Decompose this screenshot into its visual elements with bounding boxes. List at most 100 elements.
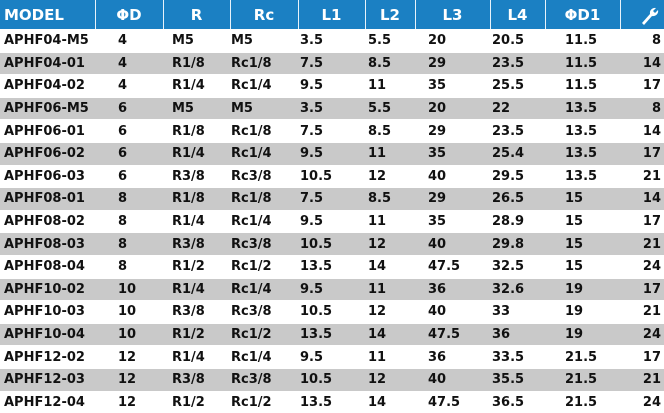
header-cell: ΦD <box>95 0 164 30</box>
value-cell: 15 <box>545 210 620 234</box>
value-cell: 29.5 <box>490 165 545 189</box>
value-cell: 3.5 <box>298 29 365 53</box>
value-cell: 14 <box>620 187 664 211</box>
value-cell: 29 <box>415 187 490 211</box>
value-cell: 8 <box>95 232 163 256</box>
table-row: APHF10-02 10 R1/4 Rc1/4 9.5 11 36 32.6 19 17 <box>0 278 664 302</box>
value-cell: 8 <box>95 255 163 279</box>
value-cell: R1/4 <box>163 345 230 369</box>
value-cell: R1/2 <box>163 391 230 413</box>
value-cell: Rc3/8 <box>230 165 298 189</box>
model-cell: APHF12-03 <box>0 368 95 392</box>
value-cell: M5 <box>163 29 230 53</box>
value-cell: Rc1/4 <box>230 210 298 234</box>
header-cell: L2 <box>365 0 416 30</box>
value-cell: M5 <box>163 97 230 121</box>
value-cell: 36 <box>415 278 490 302</box>
value-cell: 23.5 <box>490 119 545 143</box>
header-cell: Rc <box>230 0 299 30</box>
value-cell: R3/8 <box>163 368 230 392</box>
value-cell: Rc1/8 <box>230 187 298 211</box>
value-cell: 33.5 <box>490 345 545 369</box>
table-row: APHF04-02 4 R1/4 Rc1/4 9.5 11 35 25.5 11.5 17 <box>0 74 664 98</box>
value-cell: 29.8 <box>490 232 545 256</box>
table-row: APHF08-03 8 R3/8 Rc3/8 10.5 12 40 29.8 15 21 <box>0 232 664 256</box>
header-icon-cell <box>620 0 664 30</box>
value-cell: 14 <box>365 255 415 279</box>
value-cell: 8.5 <box>365 119 415 143</box>
value-cell: 13.5 <box>545 97 620 121</box>
value-cell: 8 <box>620 97 664 121</box>
value-cell: R1/2 <box>163 323 230 347</box>
value-cell: 7.5 <box>298 119 365 143</box>
value-cell: 26.5 <box>490 187 545 211</box>
value-cell: 7.5 <box>298 187 365 211</box>
value-cell: 21 <box>620 368 664 392</box>
value-cell: 11 <box>365 74 415 98</box>
table-row: APHF06-01 6 R1/8 Rc1/8 7.5 8.5 29 23.5 13.5 14 <box>0 119 664 143</box>
value-cell: 9.5 <box>298 210 365 234</box>
value-cell: 21.5 <box>545 345 620 369</box>
header-cell: ΦD1 <box>545 0 621 30</box>
value-cell: 8.5 <box>365 187 415 211</box>
table-row: APHF10-03 10 R3/8 Rc3/8 10.5 12 40 33 19 21 <box>0 300 664 324</box>
value-cell: 24 <box>620 255 664 279</box>
value-cell: 40 <box>415 300 490 324</box>
value-cell: 10 <box>95 323 163 347</box>
value-cell: 36.5 <box>490 391 545 413</box>
header-cell: R <box>163 0 231 30</box>
value-cell: 25.5 <box>490 74 545 98</box>
value-cell: 6 <box>95 119 163 143</box>
value-cell: 13.5 <box>545 142 620 166</box>
model-cell: APHF12-04 <box>0 391 95 413</box>
value-cell: Rc1/4 <box>230 74 298 98</box>
value-cell: 12 <box>365 232 415 256</box>
value-cell: 20 <box>415 29 490 53</box>
value-cell: 35.5 <box>490 368 545 392</box>
value-cell: 33 <box>490 300 545 324</box>
value-cell: 11.5 <box>545 74 620 98</box>
model-cell: APHF06-01 <box>0 119 95 143</box>
model-cell: APHF06-03 <box>0 165 95 189</box>
value-cell: 21.5 <box>545 391 620 413</box>
value-cell: 21 <box>620 232 664 256</box>
value-cell: 20.5 <box>490 29 545 53</box>
value-cell: 29 <box>415 52 490 76</box>
value-cell: 35 <box>415 142 490 166</box>
value-cell: 9.5 <box>298 345 365 369</box>
value-cell: R1/4 <box>163 74 230 98</box>
value-cell: R1/4 <box>163 210 230 234</box>
value-cell: 5.5 <box>365 97 415 121</box>
model-cell: APHF06-M5 <box>0 97 95 121</box>
value-cell: 4 <box>95 29 163 53</box>
value-cell: 10 <box>95 300 163 324</box>
value-cell: R3/8 <box>163 232 230 256</box>
value-cell: 25.4 <box>490 142 545 166</box>
value-cell: 11 <box>365 278 415 302</box>
header-cell: MODEL <box>0 0 96 30</box>
value-cell: R1/8 <box>163 52 230 76</box>
value-cell: Rc1/2 <box>230 391 298 413</box>
value-cell: 47.5 <box>415 391 490 413</box>
table-row: APHF06-03 6 R3/8 Rc3/8 10.5 12 40 29.5 13.5 21 <box>0 165 664 189</box>
value-cell: 10.5 <box>298 232 365 256</box>
value-cell: R3/8 <box>163 300 230 324</box>
value-cell: R1/4 <box>163 278 230 302</box>
value-cell: 35 <box>415 210 490 234</box>
value-cell: 6 <box>95 165 163 189</box>
value-cell: 29 <box>415 119 490 143</box>
value-cell: 40 <box>415 368 490 392</box>
value-cell: 13.5 <box>545 165 620 189</box>
value-cell: 13.5 <box>298 323 365 347</box>
model-cell: APHF10-03 <box>0 300 95 324</box>
value-cell: 36 <box>415 345 490 369</box>
value-cell: 17 <box>620 210 664 234</box>
header-cell: L1 <box>298 0 366 30</box>
value-cell: R1/2 <box>163 255 230 279</box>
value-cell: 9.5 <box>298 142 365 166</box>
value-cell: 11 <box>365 142 415 166</box>
table-row: APHF04-01 4 R1/8 Rc1/8 7.5 8.5 29 23.5 11.5 14 <box>0 52 664 76</box>
header-cell: L4 <box>490 0 546 30</box>
value-cell: 6 <box>95 142 163 166</box>
